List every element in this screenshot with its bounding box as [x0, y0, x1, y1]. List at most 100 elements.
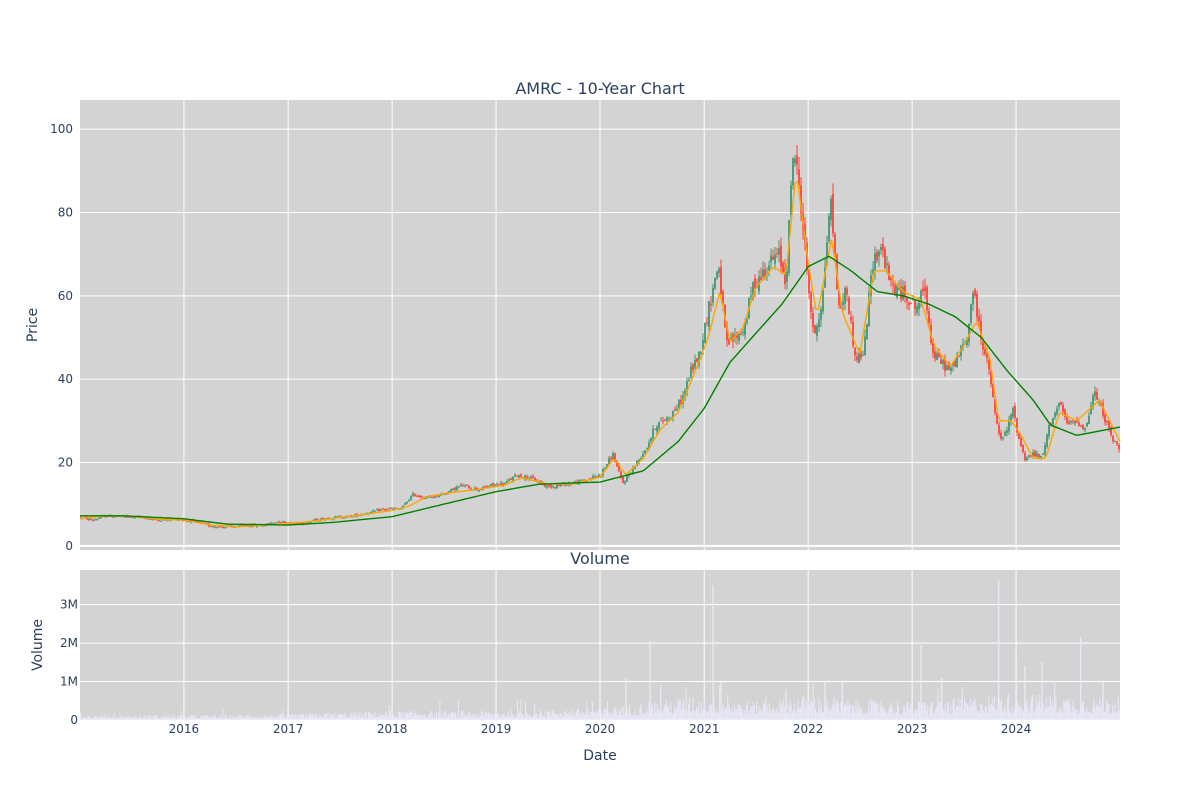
- volume-bar: [118, 718, 120, 720]
- volume-bar: [535, 713, 537, 720]
- volume-bar: [768, 702, 770, 720]
- volume-bar: [842, 707, 844, 720]
- volume-bar: [924, 703, 926, 720]
- volume-bar: [113, 712, 115, 720]
- candle-body: [976, 293, 978, 317]
- volume-bar: [531, 716, 533, 720]
- price-y-tick-labels: 0 20 40 60 80 100: [50, 122, 73, 553]
- candle-body: [764, 269, 766, 278]
- volume-bar: [738, 703, 740, 720]
- candle-body: [660, 419, 662, 421]
- volume-bar: [749, 710, 751, 720]
- volume-bar: [503, 713, 505, 720]
- price-y-tick: 20: [58, 456, 73, 470]
- volume-bar: [99, 715, 101, 720]
- candle-body: [550, 485, 552, 488]
- volume-gridlines: [80, 570, 1120, 721]
- volume-bar: [91, 717, 93, 720]
- volume-bar: [507, 711, 509, 720]
- volume-spike-bar: [720, 681, 722, 720]
- volume-bar: [189, 716, 191, 720]
- volume-bar: [570, 715, 572, 720]
- volume-bar: [553, 714, 555, 720]
- volume-bar: [312, 713, 314, 720]
- candle-body: [1066, 416, 1068, 423]
- volume-bar: [983, 711, 985, 720]
- volume-bar: [438, 711, 440, 720]
- volume-bar: [541, 712, 543, 720]
- volume-bar: [509, 717, 511, 720]
- volume-bar: [552, 710, 554, 720]
- volume-bar: [307, 716, 309, 720]
- volume-bar: [468, 711, 470, 720]
- candle-body: [378, 508, 380, 512]
- candle-body: [250, 526, 252, 528]
- volume-bar: [178, 715, 180, 720]
- volume-bar: [781, 703, 783, 720]
- volume-bar: [857, 701, 859, 720]
- volume-bar: [622, 715, 624, 720]
- volume-bar: [1113, 713, 1115, 720]
- price-y-tick: 100: [50, 122, 73, 136]
- volume-bar: [1070, 712, 1072, 720]
- volume-bar: [928, 714, 930, 720]
- volume-bar: [634, 709, 636, 720]
- candle-body: [280, 521, 282, 523]
- candle-body: [500, 482, 502, 485]
- volume-bar: [167, 715, 169, 720]
- volume-bar: [646, 708, 648, 720]
- volume-bar: [960, 699, 962, 720]
- candle-body: [824, 268, 826, 288]
- volume-y-tick: 2M: [60, 636, 78, 650]
- volume-bar: [463, 713, 465, 720]
- volume-bar: [719, 685, 721, 720]
- volume-spike-bar: [625, 677, 627, 720]
- volume-bar: [475, 716, 477, 720]
- volume-bar: [215, 716, 217, 720]
- candle-body: [1074, 420, 1076, 424]
- candle-body: [832, 193, 834, 234]
- candle-body: [314, 519, 316, 521]
- volume-bar: [877, 702, 879, 720]
- candle-body: [934, 351, 936, 359]
- volume-bar: [856, 709, 858, 720]
- candle-body: [210, 525, 212, 527]
- volume-bar: [142, 718, 144, 720]
- volume-bar: [876, 704, 878, 720]
- candle-body: [956, 355, 958, 367]
- candle-body: [262, 525, 264, 527]
- volume-bar: [630, 712, 632, 720]
- volume-bar: [714, 712, 716, 720]
- volume-bar: [975, 705, 977, 720]
- volume-bar: [469, 713, 471, 720]
- volume-bar: [298, 714, 300, 720]
- candle-body: [816, 325, 818, 336]
- candle-body: [544, 484, 546, 487]
- volume-bar: [355, 712, 357, 720]
- candle-body: [610, 457, 612, 460]
- candle-body: [1106, 420, 1108, 423]
- volume-bar: [868, 701, 870, 720]
- candle-body: [838, 289, 840, 305]
- volume-bar: [894, 711, 896, 720]
- candle-body: [856, 356, 858, 361]
- volume-bar: [1100, 707, 1102, 720]
- volume-bar: [150, 718, 152, 720]
- volume-bar: [1062, 712, 1064, 720]
- volume-bar: [891, 706, 893, 720]
- volume-bar: [460, 713, 462, 720]
- volume-bar: [587, 709, 589, 720]
- volume-bar: [890, 702, 892, 720]
- x-tick: 2023: [897, 722, 928, 736]
- candle-body: [1034, 451, 1036, 457]
- candle-body: [938, 352, 940, 357]
- volume-bar: [262, 718, 264, 720]
- volume-bar: [616, 711, 618, 720]
- volume-bar: [780, 705, 782, 720]
- candle-body: [624, 481, 626, 484]
- candle-body: [996, 412, 998, 424]
- candle-body: [792, 157, 794, 186]
- volume-bar: [661, 712, 663, 720]
- volume-bar: [893, 714, 895, 720]
- volume-bar: [1034, 709, 1036, 720]
